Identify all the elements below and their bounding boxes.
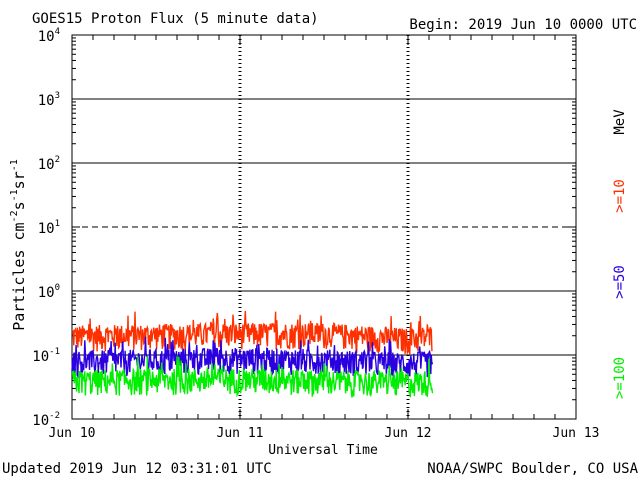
series-line-3 — [71, 356, 434, 398]
ylabel-mid1: s — [10, 201, 28, 210]
ylabel-main: Particles cm — [10, 222, 28, 330]
y-tick-label: 102 — [38, 155, 60, 173]
y-tick-label: 100 — [38, 283, 60, 301]
credit-label: NOAA/SWPC Boulder, CO USA — [427, 461, 638, 477]
x-axis-ticks: Jun 10 Jun 11 Jun 12 Jun 13 — [49, 35, 600, 441]
y-tick-label: 10-2 — [32, 411, 60, 429]
ylabel-exp2: -1 — [9, 189, 20, 201]
ylabel-mid2: sr — [10, 171, 28, 189]
ylabel-exp3: -1 — [9, 159, 20, 171]
right-legend: MeV >=10 >=50 >=100 — [612, 109, 628, 399]
reference-lines — [72, 98, 576, 356]
right-legend-label: MeV — [612, 109, 628, 135]
right-legend-label: >=100 — [612, 357, 628, 399]
begin-label: Begin: 2019 Jun 10 0000 UTC — [409, 17, 637, 33]
series-line-2 — [71, 336, 434, 379]
right-legend-label: >=50 — [612, 265, 628, 299]
right-legend-label: >=10 — [612, 179, 628, 213]
x-axis-label: Universal Time — [268, 443, 378, 458]
y-axis-label: Particles cm-2s-1sr-1 — [9, 159, 28, 331]
y-tick-label: 104 — [38, 27, 60, 45]
y-tick-label: 103 — [38, 91, 60, 109]
chart-title: GOES15 Proton Flux (5 minute data) — [32, 11, 319, 27]
x-tick-label: Jun 13 — [553, 426, 600, 441]
y-tick-label: 10-1 — [32, 347, 60, 365]
ylabel-exp1: -2 — [9, 210, 20, 222]
x-tick-label: Jun 10 — [49, 426, 96, 441]
updated-label: Updated 2019 Jun 12 03:31:01 UTC — [2, 461, 272, 477]
series-line-1 — [71, 310, 433, 355]
series-lines — [71, 310, 434, 398]
x-tick-label: Jun 11 — [217, 426, 264, 441]
x-tick-label: Jun 12 — [385, 426, 432, 441]
y-tick-label: 101 — [38, 219, 60, 237]
